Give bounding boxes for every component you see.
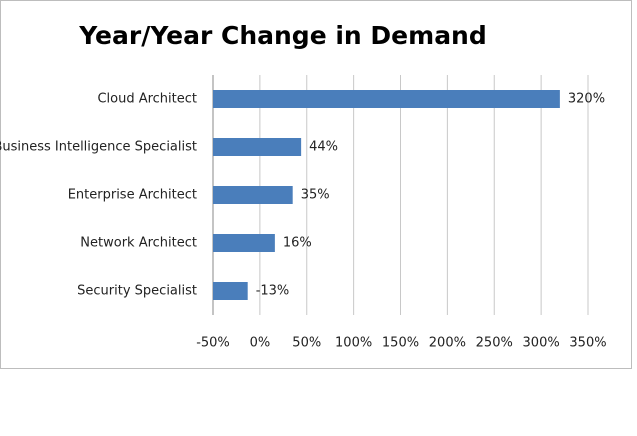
value-label: -13% [256, 284, 290, 299]
value-label: 35% [301, 188, 330, 203]
x-tick-label: 50% [292, 336, 321, 351]
x-tick-label: 300% [523, 336, 560, 351]
x-tick-label: 0% [250, 336, 271, 351]
x-tick-label: 100% [335, 336, 372, 351]
value-label: 320% [568, 92, 605, 107]
x-tick-label: 350% [569, 336, 606, 351]
x-tick-label: 150% [382, 336, 419, 351]
chart-frame [0, 0, 632, 369]
x-tick-label: 250% [476, 336, 513, 351]
bar [213, 282, 248, 300]
x-tick-label: -50% [196, 336, 230, 351]
bar [213, 90, 560, 108]
y-tick-label: Security Specialist [77, 284, 197, 299]
y-tick-label: Cloud Architect [97, 92, 197, 107]
y-tick-label: Network Architect [80, 236, 197, 251]
bar [213, 186, 293, 204]
y-tick-label: Business Intelligence Specialist [0, 140, 197, 155]
chart-title: Year/Year Change in Demand [78, 21, 487, 50]
value-label: 16% [283, 236, 312, 251]
value-label: 44% [309, 140, 338, 155]
bar [213, 138, 302, 156]
y-tick-label: Enterprise Architect [68, 188, 197, 203]
bar [213, 234, 275, 252]
x-tick-label: 200% [429, 336, 466, 351]
